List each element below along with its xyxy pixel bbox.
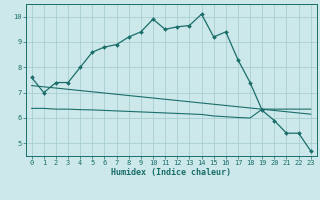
X-axis label: Humidex (Indice chaleur): Humidex (Indice chaleur)	[111, 168, 231, 177]
